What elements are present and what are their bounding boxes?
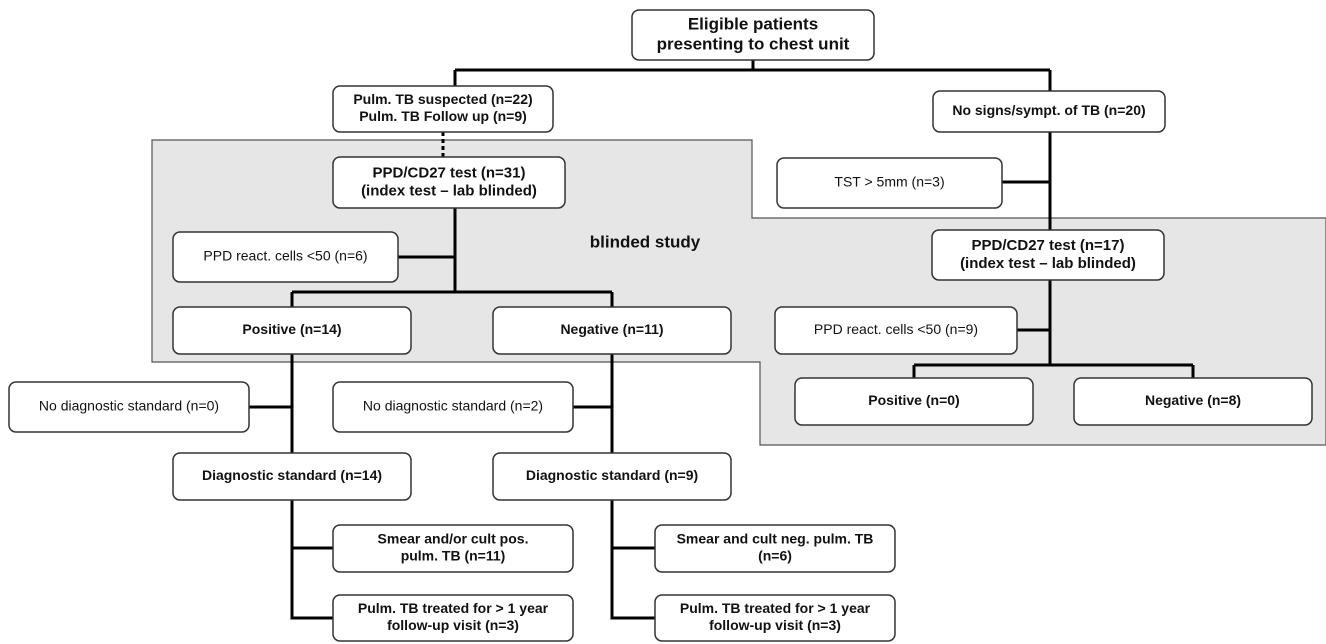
node: Negative (n=8) [1073,377,1313,426]
node-box [794,377,1034,426]
node-label: Positive (n=14) [242,321,341,337]
node-label: No diagnostic standard (n=0) [39,398,219,414]
node-label: pulm. TB (n=11) [401,548,506,564]
node-label: Smear and/or cult pos. [378,531,529,547]
node-label: Smear and cult neg. pulm. TB [677,531,874,547]
connectors [249,60,1195,620]
node: Diagnostic standard (n=14) [172,452,412,501]
node: No diagnostic standard (n=0) [8,381,250,433]
node-label: (index test – lab blinded) [361,182,537,199]
node: TST > 5mm (n=3) [776,157,1003,209]
node-box [654,594,896,642]
node: Negative (n=11) [492,306,732,355]
node-box [931,229,1165,281]
node-label: (n=6) [758,548,792,564]
node: Smear and/or cult pos.pulm. TB (n=11) [332,524,574,573]
node-label: Diagnostic standard (n=14) [202,467,382,483]
node-label: Pulm. TB treated for > 1 year [680,600,871,616]
node-box [631,9,875,61]
node-box [1073,377,1313,426]
node-label: Pulm. TB Follow up (n=9) [359,108,527,124]
node-label: Eligible patients [688,14,818,33]
node-box [332,594,574,642]
node: PPD react. cells <50 (n=6) [172,231,399,283]
node-box [332,381,574,433]
node: Positive (n=0) [794,377,1034,426]
region-label: blinded study [590,232,701,251]
node-label: No signs/sympt. of TB (n=20) [952,102,1145,118]
node: Diagnostic standard (n=9) [492,452,732,501]
blinded-region [151,139,1326,446]
node-box [332,156,566,209]
node-box [654,524,896,573]
node-label: Negative (n=8) [1145,392,1241,408]
node: PPD react. cells <50 (n=9) [774,306,1018,355]
node-box [932,90,1166,133]
node-box [172,306,412,355]
node-box [8,381,250,433]
node-label: presenting to chest unit [657,34,850,53]
node-label: PPD/CD27 test (n=31) [373,164,526,181]
node-label: No diagnostic standard (n=2) [363,398,543,414]
node-label: follow-up visit (n=3) [709,617,841,633]
node: PPD/CD27 test (n=17)(index test – lab bl… [931,229,1165,281]
node-box [332,85,554,133]
node: Positive (n=14) [172,306,412,355]
node-box [172,452,412,501]
node: No signs/sympt. of TB (n=20) [932,90,1166,133]
node-box [172,231,399,283]
node-label: Positive (n=0) [868,392,959,408]
node-label: Negative (n=11) [560,321,663,337]
node: Pulm. TB suspected (n=22)Pulm. TB Follow… [332,85,554,133]
node-box [332,524,574,573]
node: Smear and cult neg. pulm. TB(n=6) [654,524,896,573]
node: PPD/CD27 test (n=31)(index test – lab bl… [332,156,566,209]
node-label: PPD react. cells <50 (n=9) [814,321,978,337]
node-box [776,157,1003,209]
node-label: Pulm. TB treated for > 1 year [358,600,549,616]
node: No diagnostic standard (n=2) [332,381,574,433]
node-label: Diagnostic standard (n=9) [526,467,698,483]
node-label: (index test – lab blinded) [960,255,1136,272]
node-label: Pulm. TB suspected (n=22) [353,91,532,107]
node-box [492,306,732,355]
node-box [492,452,732,501]
node-box [774,306,1018,355]
node-label: PPD react. cells <50 (n=6) [203,248,367,264]
node-label: follow-up visit (n=3) [387,617,519,633]
node-label: TST > 5mm (n=3) [834,174,944,190]
node-label: PPD/CD27 test (n=17) [972,237,1125,254]
